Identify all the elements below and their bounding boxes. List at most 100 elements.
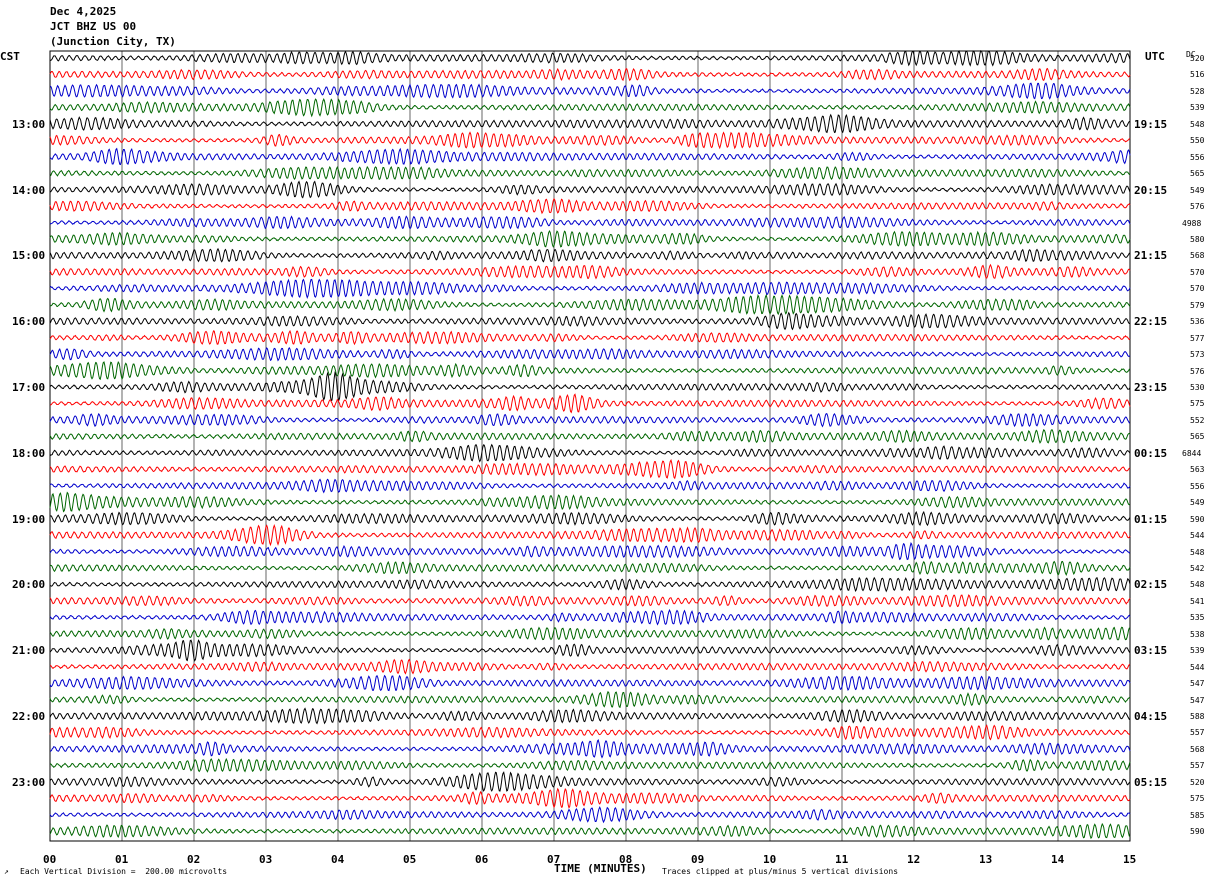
trace-line bbox=[49, 131, 1131, 150]
trace-line bbox=[49, 523, 1131, 547]
left-hour-label: 19:00 bbox=[12, 512, 46, 526]
right-hour-label: 23:15 bbox=[1134, 381, 1168, 394]
right-hour-label: 05:15 bbox=[1134, 775, 1168, 789]
left-hour-label: 16:00 bbox=[12, 315, 46, 329]
scale-icon: ↗ bbox=[4, 867, 9, 876]
trace-line bbox=[49, 576, 1131, 593]
dc-offset-label: 4988 bbox=[1182, 218, 1202, 228]
dc-offset-label: 542 bbox=[1190, 563, 1205, 573]
x-tick-label: 09 bbox=[691, 853, 705, 866]
trace-line bbox=[49, 82, 1131, 100]
trace-line bbox=[49, 690, 1131, 709]
station-location: (Junction City, TX) bbox=[50, 35, 176, 48]
dc-header-label: DC bbox=[1186, 50, 1196, 59]
dc-offset-label: 575 bbox=[1190, 399, 1205, 409]
left-hour-label: 15:00 bbox=[12, 249, 46, 263]
x-tick-label: 04 bbox=[331, 853, 345, 866]
trace-line bbox=[49, 674, 1131, 692]
right-hour-label: 22:15 bbox=[1134, 315, 1168, 329]
trace-line bbox=[49, 658, 1131, 675]
dc-offset-label: 577 bbox=[1190, 333, 1205, 343]
right-hour-label: 02:15 bbox=[1134, 578, 1168, 592]
right-timezone-label: UTC bbox=[1145, 50, 1165, 63]
trace-line bbox=[49, 215, 1131, 230]
trace-line bbox=[49, 594, 1131, 608]
x-tick-label: 07 bbox=[547, 853, 561, 866]
x-tick-label: 12 bbox=[907, 853, 921, 866]
trace-line bbox=[49, 443, 1131, 463]
x-tick-label: 13 bbox=[979, 853, 993, 866]
x-tick-label: 14 bbox=[1051, 853, 1065, 866]
trace-line bbox=[49, 67, 1131, 82]
trace-line bbox=[49, 608, 1131, 626]
dc-offset-label: 549 bbox=[1190, 498, 1205, 508]
x-tick-label: 05 bbox=[403, 853, 417, 866]
dc-offset-label: 528 bbox=[1190, 86, 1205, 96]
trace-line bbox=[49, 757, 1131, 773]
dc-offset-label: 570 bbox=[1190, 284, 1205, 294]
left-hour-label: 21:00 bbox=[12, 644, 46, 658]
trace-line bbox=[49, 361, 1131, 381]
left-hour-label: 20:00 bbox=[12, 578, 46, 592]
trace-line bbox=[49, 311, 1131, 331]
dc-offset-label: 516 bbox=[1190, 70, 1205, 80]
right-hour-label: 03:15 bbox=[1134, 644, 1168, 658]
clip-note: Traces clipped at plus/minus 5 vertical … bbox=[662, 867, 899, 876]
trace-line bbox=[49, 458, 1131, 480]
right-hour-label: 21:15 bbox=[1134, 249, 1168, 263]
right-hour-label: 20:15 bbox=[1134, 183, 1168, 197]
trace-line bbox=[49, 478, 1131, 494]
trace-line bbox=[49, 739, 1131, 759]
dc-offset-label: 535 bbox=[1190, 613, 1205, 623]
trace-line bbox=[49, 806, 1131, 824]
dc-offset-label: 568 bbox=[1190, 251, 1205, 261]
chart-date: Dec 4,2025 bbox=[50, 5, 117, 18]
x-tick-label: 15 bbox=[1123, 853, 1137, 866]
dc-offset-label: 548 bbox=[1190, 119, 1205, 129]
helicorder-traces bbox=[49, 49, 1131, 840]
trace-line bbox=[49, 639, 1131, 662]
left-hour-label: 14:00 bbox=[12, 183, 46, 197]
trace-line bbox=[49, 822, 1131, 840]
dc-offset-label: 549 bbox=[1190, 185, 1205, 195]
x-axis-label: TIME (MINUTES) bbox=[554, 862, 647, 875]
scale-note: Each Vertical Division = 200.00 microvol… bbox=[20, 867, 228, 876]
trace-line bbox=[49, 180, 1131, 199]
dc-offset-label: 575 bbox=[1190, 794, 1205, 804]
left-hour-label: 18:00 bbox=[12, 446, 46, 460]
dc-offset-label: 520 bbox=[1190, 54, 1205, 63]
dc-offset-label: 544 bbox=[1190, 531, 1205, 541]
x-tick-label: 06 bbox=[475, 853, 489, 866]
x-tick-label: 08 bbox=[619, 853, 633, 866]
left-hour-label: 23:00 bbox=[12, 775, 46, 789]
trace-line bbox=[49, 147, 1131, 166]
dc-offset-label: 576 bbox=[1190, 202, 1205, 212]
trace-line bbox=[49, 787, 1131, 809]
dc-offset-label: 548 bbox=[1190, 580, 1205, 590]
x-tick-label: 01 bbox=[115, 853, 129, 866]
x-tick-label: 10 bbox=[763, 853, 777, 866]
dc-offset-label: 568 bbox=[1190, 744, 1205, 754]
trace-line bbox=[49, 263, 1131, 280]
dc-offset-label: 557 bbox=[1190, 728, 1205, 738]
dc-offset-label: 590 bbox=[1190, 827, 1205, 837]
dc-offset-label: 536 bbox=[1190, 317, 1205, 327]
dc-offset-label: 557 bbox=[1190, 761, 1205, 771]
trace-line bbox=[49, 229, 1131, 248]
dc-offset-label: 530 bbox=[1190, 383, 1205, 392]
left-hour-label: 17:00 bbox=[12, 381, 46, 394]
right-hour-label: 04:15 bbox=[1134, 710, 1168, 723]
trace-line bbox=[50, 49, 1131, 67]
trace-line bbox=[49, 626, 1131, 641]
trace-line bbox=[49, 293, 1131, 316]
left-hour-label: 22:00 bbox=[12, 710, 46, 723]
dc-offset-label: 548 bbox=[1190, 547, 1205, 557]
dc-offset-label: 585 bbox=[1190, 810, 1205, 820]
x-tick-label: 02 bbox=[187, 853, 201, 866]
trace-line bbox=[49, 346, 1131, 362]
dc-offset-label: 573 bbox=[1190, 350, 1205, 360]
trace-line bbox=[49, 707, 1131, 725]
trace-line bbox=[49, 542, 1131, 561]
trace-line bbox=[49, 510, 1131, 527]
